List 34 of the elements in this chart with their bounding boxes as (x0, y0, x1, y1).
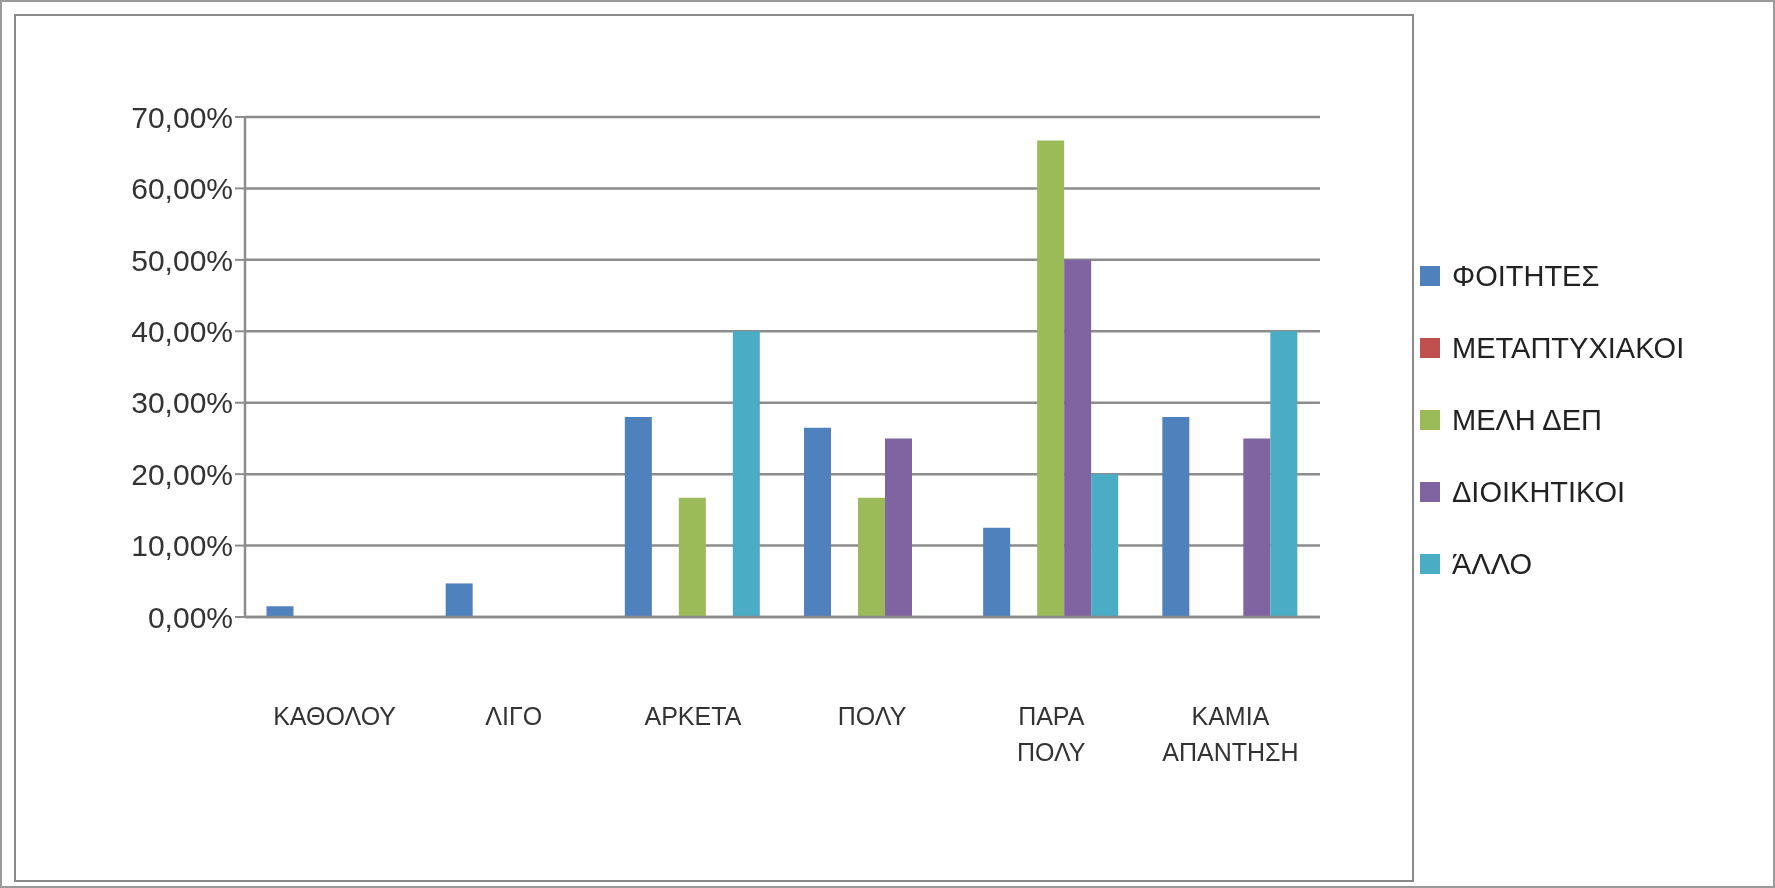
legend-label: ΔΙΟΙΚΗΤΙΚΟΙ (1452, 475, 1626, 509)
legend-label: ΆΛΛΟ (1452, 547, 1533, 581)
bar (1091, 474, 1119, 617)
bar (1243, 438, 1271, 617)
legend-label: ΜΕΛΗ ΔΕΠ (1452, 403, 1602, 437)
y-tick-label: 50,00% (131, 243, 233, 277)
bar (732, 331, 760, 617)
x-tick-label: ΛΙΓΟ (485, 702, 543, 730)
bar (1162, 417, 1190, 617)
bar (678, 497, 706, 617)
x-tick-label: ΚΑΘΟΛΟΥ (273, 702, 397, 730)
x-tick-label: ΚΑΜΙΑ ΑΠΑΝΤΗΣΗ (1162, 702, 1299, 766)
bar (1270, 331, 1298, 617)
y-tick-label: 30,00% (131, 386, 233, 420)
x-tick-label: ΑΡΚΕΤΑ (644, 702, 742, 730)
bar (445, 583, 473, 617)
y-tick-label: 40,00% (131, 314, 233, 348)
bar (804, 427, 831, 617)
bar (858, 497, 885, 617)
bar (266, 606, 294, 617)
bar (885, 438, 912, 617)
bar (1064, 259, 1092, 617)
legend-label: ΦΟΙΤΗΤΕΣ (1452, 259, 1600, 293)
y-tick-label: 70,00% (131, 100, 233, 134)
legend-label: ΜΕΤΑΠΤΥΧΙΑΚΟΙ (1452, 331, 1685, 365)
x-tick-label: ΠΑΡΑ ΠΟΛΥ (1016, 702, 1086, 766)
y-tick-label: 20,00% (131, 457, 233, 491)
y-tick-label: 0,00% (147, 600, 233, 634)
bar (1037, 140, 1065, 617)
bar (983, 527, 1011, 617)
y-tick-label: 60,00% (131, 172, 233, 206)
y-tick-label: 10,00% (131, 529, 233, 563)
bar (624, 417, 652, 617)
x-tick-label: ΠΟΛΥ (837, 702, 907, 730)
